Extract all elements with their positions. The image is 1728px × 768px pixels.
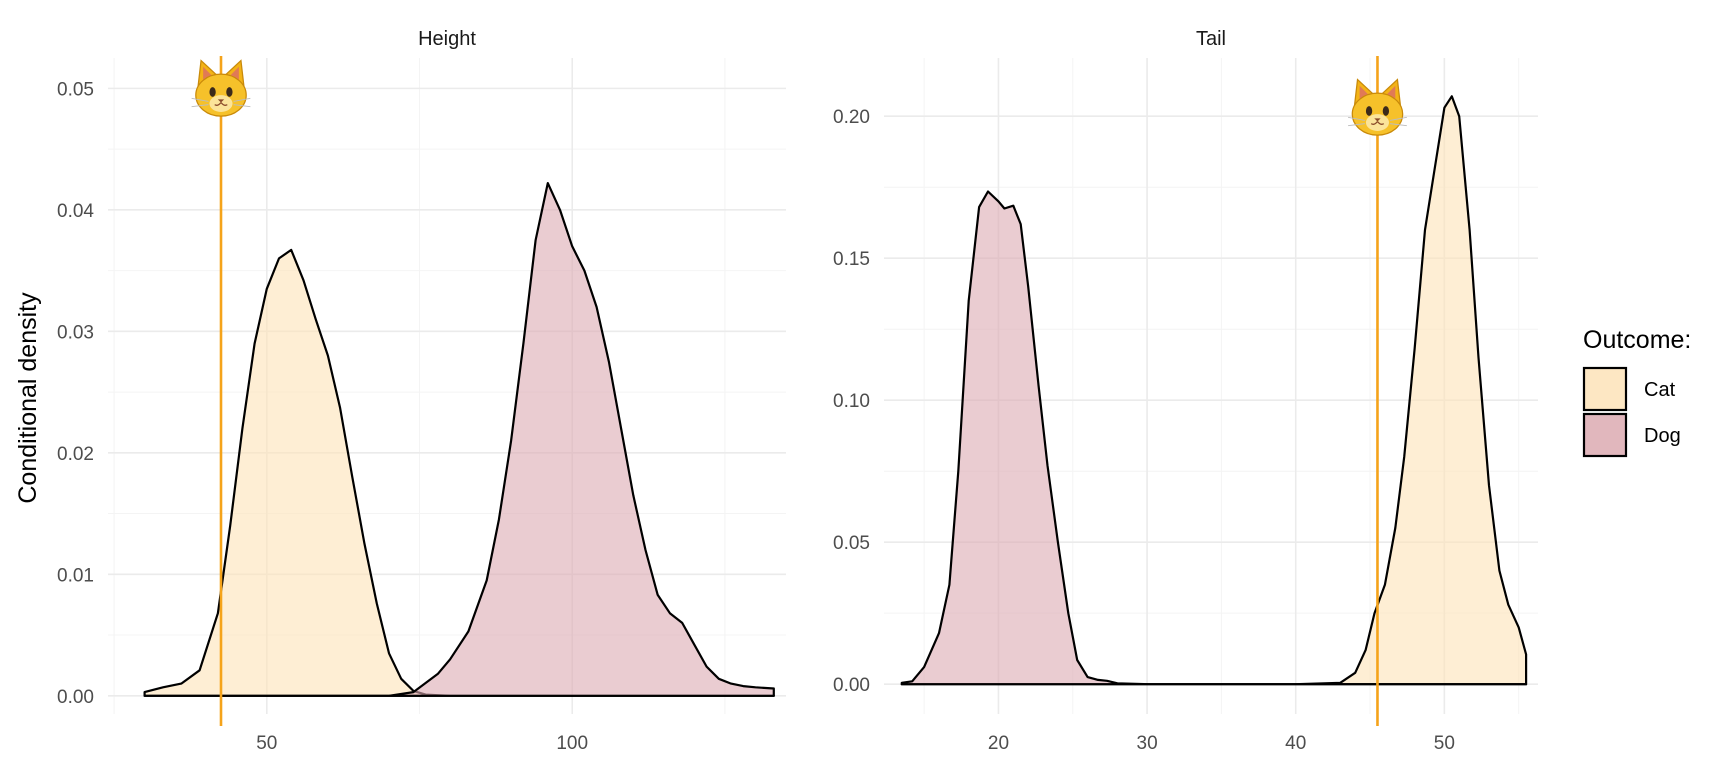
legend-label-cat: Cat xyxy=(1644,379,1676,401)
x-tick-label: 50 xyxy=(256,733,277,754)
legend-key-cat xyxy=(1582,366,1628,412)
density-area-cat xyxy=(900,95,1528,686)
panel-height: Height 50 100 0.00 0.01 0.02 0.03 0.04 0.05 xyxy=(57,28,786,754)
y-tick-label: 0.00 xyxy=(833,675,870,696)
cat-face-icon xyxy=(191,59,251,117)
y-tick-label: 0.05 xyxy=(57,79,94,100)
legend-label-dog: Dog xyxy=(1644,425,1681,447)
y-tick-label: 0.05 xyxy=(833,533,870,554)
x-tick-label: 20 xyxy=(988,733,1009,754)
panel-title: Height xyxy=(418,28,476,50)
panel-title: Tail xyxy=(1196,28,1226,50)
legend-key-dog xyxy=(1582,412,1628,458)
y-tick-label: 0.01 xyxy=(57,565,94,586)
y-axis-title: Conditional density xyxy=(14,292,42,504)
y-tick-label: 0.00 xyxy=(57,687,94,708)
y-tick-label: 0.20 xyxy=(833,107,870,128)
panel-tail: Tail 20 30 40 50 0.00 0.05 0.10 0.15 0.20 xyxy=(833,28,1538,754)
y-tick-label: 0.02 xyxy=(57,444,94,465)
y-tick-label: 0.15 xyxy=(833,249,870,270)
legend-title: Outcome: xyxy=(1583,326,1691,354)
y-tick-label: 0.03 xyxy=(57,322,94,343)
x-tick-label: 40 xyxy=(1285,733,1306,754)
y-tick-label: 0.04 xyxy=(57,201,94,222)
x-tick-label: 50 xyxy=(1434,733,1455,754)
cat-face-icon xyxy=(1347,78,1407,136)
x-tick-label: 30 xyxy=(1137,733,1158,754)
density-area-dog xyxy=(900,190,1528,686)
panels-layer: Height 50 100 0.00 0.01 0.02 0.03 0.04 0.05 Tail 2… xyxy=(57,28,1538,754)
legend: Outcome: Cat Dog xyxy=(1582,326,1691,458)
x-tick-label: 100 xyxy=(556,733,588,754)
y-tick-label: 0.10 xyxy=(833,391,870,412)
density-area-dog xyxy=(143,182,775,697)
